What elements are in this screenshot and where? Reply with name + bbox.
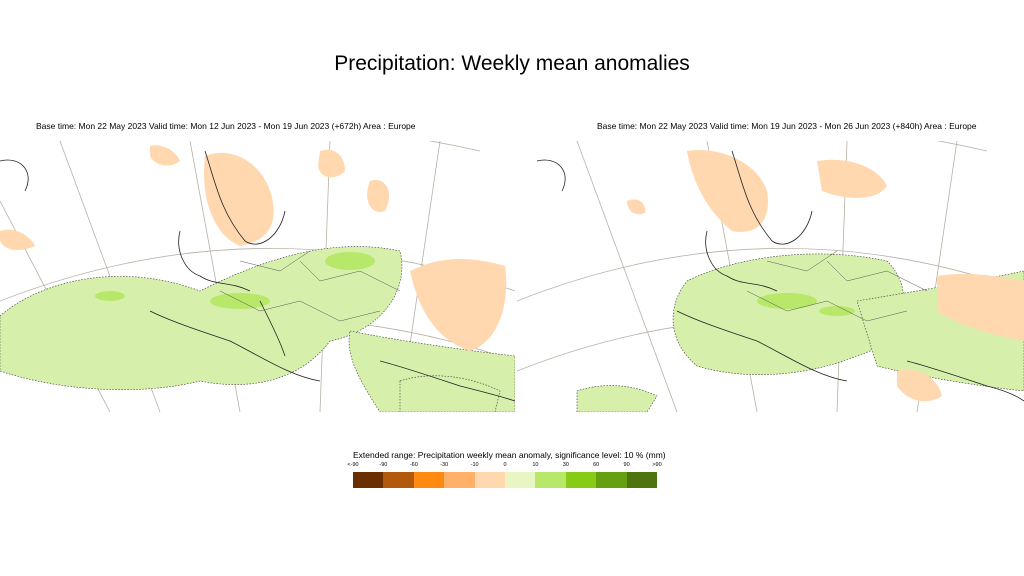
legend-color-bar (353, 472, 658, 488)
legend-tick: 0 (503, 462, 507, 468)
legend-tick: -30 (440, 462, 449, 468)
legend-tick: 90 (623, 462, 630, 468)
legend-tick: 60 (593, 462, 600, 468)
legend-tick: 10 (532, 462, 539, 468)
legend-tick: -90 (379, 462, 388, 468)
legend-swatch (626, 472, 658, 488)
legend-swatch (596, 472, 627, 488)
legend-swatch (505, 472, 536, 488)
page-title: Precipitation: Weekly mean anomalies (334, 52, 690, 75)
legend-swatch (444, 472, 475, 488)
map-week-2 (517, 141, 1024, 412)
legend-swatch (474, 472, 506, 488)
map-week-1 (0, 141, 515, 412)
legend-tick: >90 (652, 462, 662, 468)
legend-swatch (565, 472, 597, 488)
legend-ticks: <-90 -90 -60 -30 -10 0 10 30 60 90 >90 (347, 462, 661, 470)
legend-swatch (353, 472, 384, 488)
legend-tick: 30 (562, 462, 569, 468)
map-right-caption: Base time: Mon 22 May 2023 Valid time: M… (597, 121, 977, 131)
legend-swatch (535, 472, 566, 488)
legend-tick: <-90 (347, 462, 359, 468)
legend-swatch (413, 472, 445, 488)
map-left-caption: Base time: Mon 22 May 2023 Valid time: M… (36, 121, 416, 131)
legend-title: Extended range: Precipitation weekly mea… (353, 450, 666, 460)
legend-tick: -60 (409, 462, 418, 468)
legend-swatch (383, 472, 414, 488)
legend-tick: -10 (470, 462, 479, 468)
